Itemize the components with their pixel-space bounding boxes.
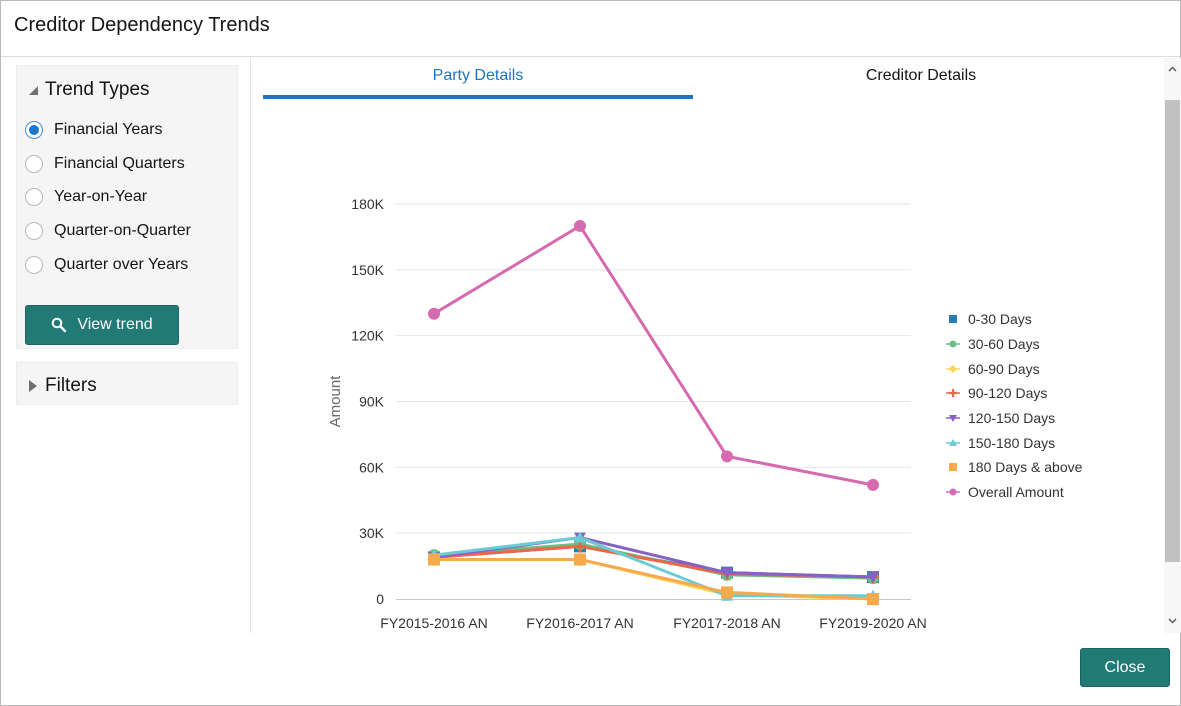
radio-year-on-year[interactable]: Year-on-Year xyxy=(25,188,147,206)
radio-label: Year-on-Year xyxy=(54,188,148,205)
radio-checked-icon[interactable] xyxy=(25,121,43,139)
y-tick-label: 120K xyxy=(351,328,384,344)
trend-types-heading: Trend Types xyxy=(45,79,150,100)
radio-icon[interactable] xyxy=(25,256,43,274)
legend-marker-icon xyxy=(949,315,957,324)
legend-item[interactable]: 30-60 Days xyxy=(946,332,1082,357)
legend-marker-icon xyxy=(946,389,960,398)
legend-marker-icon xyxy=(946,364,960,373)
y-tick-label: 150K xyxy=(351,262,384,278)
series-line xyxy=(433,544,874,579)
filters-heading: Filters xyxy=(45,375,97,396)
data-point xyxy=(867,593,879,605)
collapse-triangle-icon xyxy=(29,86,38,95)
legend-label: Overall Amount xyxy=(968,484,1064,501)
tab-creditor-details[interactable]: Creditor Details xyxy=(865,67,977,84)
scroll-down-icon[interactable] xyxy=(1167,615,1178,626)
legend-item[interactable]: 0-30 Days xyxy=(946,307,1082,332)
trend-types-panel: Trend Types Financial Years Financial Qu… xyxy=(16,65,238,349)
trend-line-chart: 0 30K 60K 90K 120K 150K 180K Amount FY2015-2016 … xyxy=(327,196,927,631)
data-point xyxy=(574,531,586,543)
legend-label: 0-30 Days xyxy=(968,311,1032,328)
data-point xyxy=(721,586,733,599)
legend-label: 60-90 Days xyxy=(968,360,1040,377)
chart-legend: 0-30 Days 30-60 Days 60-90 Days 90-120 Days… xyxy=(946,307,1082,505)
legend-item[interactable]: 90-120 Days xyxy=(946,381,1082,406)
radio-label: Quarter-on-Quarter xyxy=(54,222,191,239)
dialog-header: Creditor Dependency Trends xyxy=(1,1,1180,57)
y-tick-label: 30K xyxy=(359,525,385,541)
x-tick-label: FY2017-2018 AN xyxy=(673,615,780,631)
legend-label: 150-180 Days xyxy=(968,434,1056,451)
dialog-title: Creditor Dependency Trends xyxy=(14,14,270,36)
radio-quarter-over-years[interactable]: Quarter over Years xyxy=(25,256,188,274)
data-point xyxy=(574,553,586,566)
radio-icon[interactable] xyxy=(25,188,43,206)
legend-marker-icon xyxy=(946,340,960,348)
legend-label: 30-60 Days xyxy=(968,336,1040,353)
data-point xyxy=(428,553,440,566)
close-button[interactable]: Close xyxy=(1080,648,1170,687)
data-point xyxy=(428,307,440,320)
radio-financial-quarters[interactable]: Financial Quarters xyxy=(25,155,185,173)
legend-item[interactable]: Overall Amount xyxy=(946,480,1082,505)
series-line xyxy=(433,536,873,598)
radio-icon[interactable] xyxy=(25,155,43,173)
x-tick-label: FY2015-2016 AN xyxy=(380,615,487,631)
radio-financial-years[interactable]: Financial Years xyxy=(25,121,163,139)
legend-marker-icon xyxy=(946,488,960,496)
series-line xyxy=(434,558,874,601)
legend-item[interactable]: 60-90 Days xyxy=(946,356,1082,381)
radio-label: Quarter over Years xyxy=(54,256,189,273)
legend-marker-icon xyxy=(946,438,960,446)
legend-marker-icon xyxy=(946,415,960,423)
radio-label: Financial Quarters xyxy=(54,155,185,172)
data-point xyxy=(867,572,879,584)
data-point xyxy=(721,567,733,579)
y-tick-label: 180K xyxy=(351,196,384,212)
radio-icon[interactable] xyxy=(25,222,43,240)
series-line xyxy=(433,536,874,579)
legend-label: 90-120 Days xyxy=(968,385,1048,402)
y-tick-label: 60K xyxy=(359,459,385,475)
view-trend-button[interactable]: View trend xyxy=(25,305,179,345)
data-point xyxy=(574,219,586,232)
y-axis-title: Amount xyxy=(327,375,344,428)
data-point xyxy=(867,478,879,491)
x-tick-label: FY2016-2017 AN xyxy=(526,615,633,631)
filters-header[interactable]: Filters xyxy=(26,375,97,397)
data-point xyxy=(721,450,733,463)
legend-item[interactable]: 120-150 Days xyxy=(946,406,1082,431)
filters-panel: Filters xyxy=(16,362,238,405)
tab-party-details[interactable]: Party Details xyxy=(432,67,524,84)
scroll-up-icon[interactable] xyxy=(1167,64,1178,75)
legend-item[interactable]: 150-180 Days xyxy=(946,430,1082,455)
panel-divider xyxy=(250,58,251,633)
expand-triangle-icon xyxy=(29,380,37,392)
y-tick-label: 0 xyxy=(376,591,384,607)
radio-quarter-on-quarter[interactable]: Quarter-on-Quarter xyxy=(25,222,191,240)
radio-label: Financial Years xyxy=(54,121,163,138)
legend-item[interactable]: 180 Days & above xyxy=(946,455,1082,480)
search-icon xyxy=(52,317,67,333)
legend-marker-icon xyxy=(949,463,957,472)
vertical-scrollbar[interactable] xyxy=(1164,58,1181,633)
scrollbar-thumb[interactable] xyxy=(1165,100,1180,562)
legend-label: 120-150 Days xyxy=(968,410,1056,427)
trend-types-header[interactable]: Trend Types xyxy=(26,79,150,101)
legend-label: 180 Days & above xyxy=(968,459,1083,476)
x-tick-label: FY2019-2020 AN xyxy=(819,615,926,631)
active-tab-indicator xyxy=(263,95,693,99)
series-line xyxy=(433,224,874,487)
view-trend-label: View trend xyxy=(77,316,153,333)
y-tick-label: 90K xyxy=(359,394,385,410)
